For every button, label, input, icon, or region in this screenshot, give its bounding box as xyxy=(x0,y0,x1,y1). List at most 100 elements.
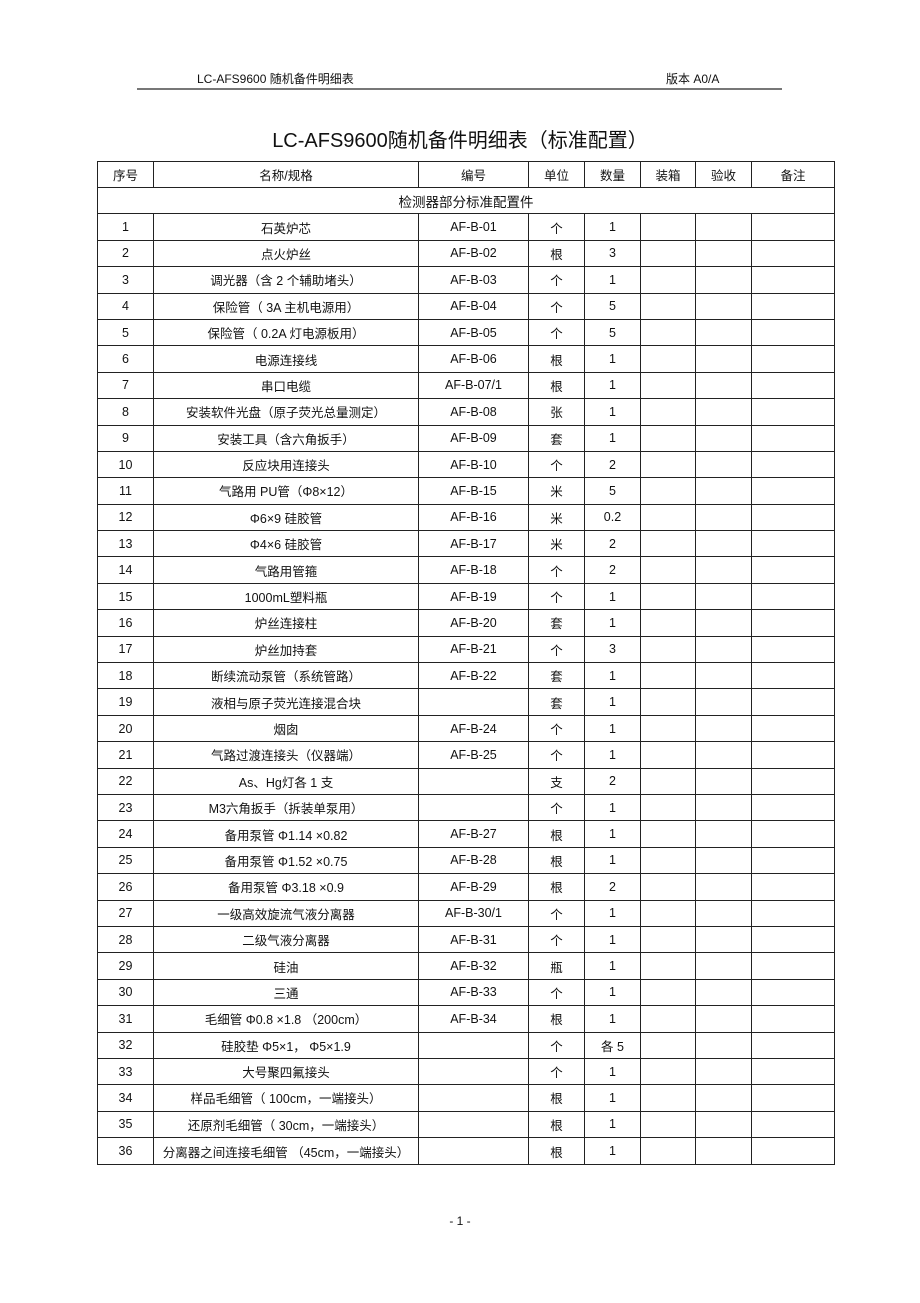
table-cell: 5 xyxy=(584,477,641,505)
table-cell: 各 5 xyxy=(584,1031,641,1059)
table-cell: 4 xyxy=(97,292,154,320)
table-cell xyxy=(640,398,696,426)
header-left: LC-AFS9600 随机备件明细表 xyxy=(197,72,354,86)
table-cell xyxy=(640,952,696,980)
table-row: 29 硅油 AF-B-32 瓶 1 xyxy=(97,952,835,980)
table-cell: 电源连接线 xyxy=(153,345,419,373)
table-cell: 硅胶垫 Φ5×1， Φ5×1.9 xyxy=(153,1031,419,1059)
table-cell: 0.2 xyxy=(584,503,641,532)
table-cell xyxy=(418,793,529,822)
table-cell: 烟囱 xyxy=(153,714,419,743)
table-cell: 2 xyxy=(584,873,641,901)
table-cell: 1 xyxy=(97,213,154,241)
table-cell: 分离器之间连接毛细管 （45cm，一端接头） xyxy=(153,1137,419,1166)
table-cell: 调光器（含 2 个辅助堵头） xyxy=(153,266,419,294)
table-cell xyxy=(695,1137,752,1166)
table-cell xyxy=(695,477,752,505)
table-cell: AF-B-32 xyxy=(418,952,529,980)
table-cell xyxy=(695,1057,752,1086)
table-cell: AF-B-25 xyxy=(418,741,529,769)
column-header: 数量 xyxy=(584,161,641,188)
table-row: 16 炉丝连接柱 AF-B-20 套 1 xyxy=(97,609,835,637)
table-cell: 2 xyxy=(584,767,641,795)
table-cell xyxy=(751,239,835,268)
table-cell: 个 xyxy=(528,1031,585,1059)
table-cell: M3六角扳手（拆装单泵用） xyxy=(153,793,419,822)
table-cell: 串口电缆 xyxy=(153,371,419,400)
table-cell: AF-B-20 xyxy=(418,609,529,637)
table-cell: 5 xyxy=(584,292,641,320)
table-cell: 11 xyxy=(97,477,154,505)
table-cell xyxy=(640,266,696,294)
table-cell: 根 xyxy=(528,1110,585,1139)
table-cell: 安装软件光盘（原子荧光总量测定） xyxy=(153,398,419,426)
table-cell: 安装工具（含六角扳手） xyxy=(153,424,419,452)
table-cell: 硅油 xyxy=(153,952,419,980)
table-cell xyxy=(640,767,696,795)
table-row: 18 断续流动泵管（系统管路） AF-B-22 套 1 xyxy=(97,662,835,690)
table-row: 17 炉丝加持套 AF-B-21 个 3 xyxy=(97,635,835,664)
table-cell: AF-B-33 xyxy=(418,978,529,1007)
table-cell xyxy=(751,899,835,927)
table-row: 33 大号聚四氟接头 个 1 xyxy=(97,1057,835,1086)
table-cell: 石英炉芯 xyxy=(153,213,419,241)
table-cell xyxy=(640,635,696,664)
table-cell xyxy=(640,213,696,241)
table-cell xyxy=(695,952,752,980)
table-cell xyxy=(751,213,835,241)
table-cell: 个 xyxy=(528,292,585,320)
table-cell xyxy=(751,820,835,848)
table-cell xyxy=(640,503,696,532)
table-cell xyxy=(751,582,835,611)
table-cell: 支 xyxy=(528,767,585,795)
table-cell: 6 xyxy=(97,345,154,373)
table-cell: 1 xyxy=(584,793,641,822)
table-cell: 1 xyxy=(584,1057,641,1086)
table-cell: 25 xyxy=(97,846,154,875)
table-cell xyxy=(695,635,752,664)
table-cell: AF-B-04 xyxy=(418,292,529,320)
table-cell: Φ6×9 硅胶管 xyxy=(153,503,419,532)
table-cell xyxy=(640,925,696,954)
table-cell xyxy=(640,793,696,822)
table-cell: 气路用管箍 xyxy=(153,556,419,584)
table-cell: 备用泵管 Φ3.18 ×0.9 xyxy=(153,873,419,901)
column-header: 验收 xyxy=(695,161,752,188)
table-cell xyxy=(695,371,752,400)
table-cell xyxy=(751,688,835,716)
table-cell xyxy=(640,1084,696,1112)
table-cell: 1 xyxy=(584,1084,641,1112)
table-cell xyxy=(640,609,696,637)
table-cell: 23 xyxy=(97,793,154,822)
table-row: 31 毛细管 Φ0.8 ×1.8 （200cm） AF-B-34 根 1 xyxy=(97,1005,835,1033)
table-cell: 个 xyxy=(528,213,585,241)
table-cell: 根 xyxy=(528,1084,585,1112)
table-cell xyxy=(640,899,696,927)
table-cell: 个 xyxy=(528,714,585,743)
table-cell: 套 xyxy=(528,609,585,637)
table-cell xyxy=(751,1137,835,1166)
table-cell: 21 xyxy=(97,741,154,769)
table-cell: AF-B-06 xyxy=(418,345,529,373)
table-cell: 根 xyxy=(528,873,585,901)
table-cell xyxy=(695,1005,752,1033)
table-cell xyxy=(751,609,835,637)
table-cell xyxy=(751,345,835,373)
table-cell: 27 xyxy=(97,899,154,927)
table-cell xyxy=(695,767,752,795)
table-row: 24 备用泵管 Φ1.14 ×0.82 AF-B-27 根 1 xyxy=(97,820,835,848)
table-cell xyxy=(695,239,752,268)
table-cell xyxy=(695,1031,752,1059)
table-cell: 炉丝连接柱 xyxy=(153,609,419,637)
table-cell xyxy=(418,1137,529,1166)
table-row: 35 还原剂毛细管（ 30cm，一端接头） 根 1 xyxy=(97,1110,835,1139)
table-cell: AF-B-30/1 xyxy=(418,899,529,927)
table-cell: 断续流动泵管（系统管路） xyxy=(153,662,419,690)
table-cell xyxy=(695,688,752,716)
table-cell xyxy=(751,741,835,769)
table-cell: AF-B-03 xyxy=(418,266,529,294)
table-cell xyxy=(640,820,696,848)
table-row: 4 保险管（ 3A 主机电源用） AF-B-04 个 5 xyxy=(97,292,835,320)
table-cell: AF-B-05 xyxy=(418,318,529,347)
table-cell: 三通 xyxy=(153,978,419,1007)
